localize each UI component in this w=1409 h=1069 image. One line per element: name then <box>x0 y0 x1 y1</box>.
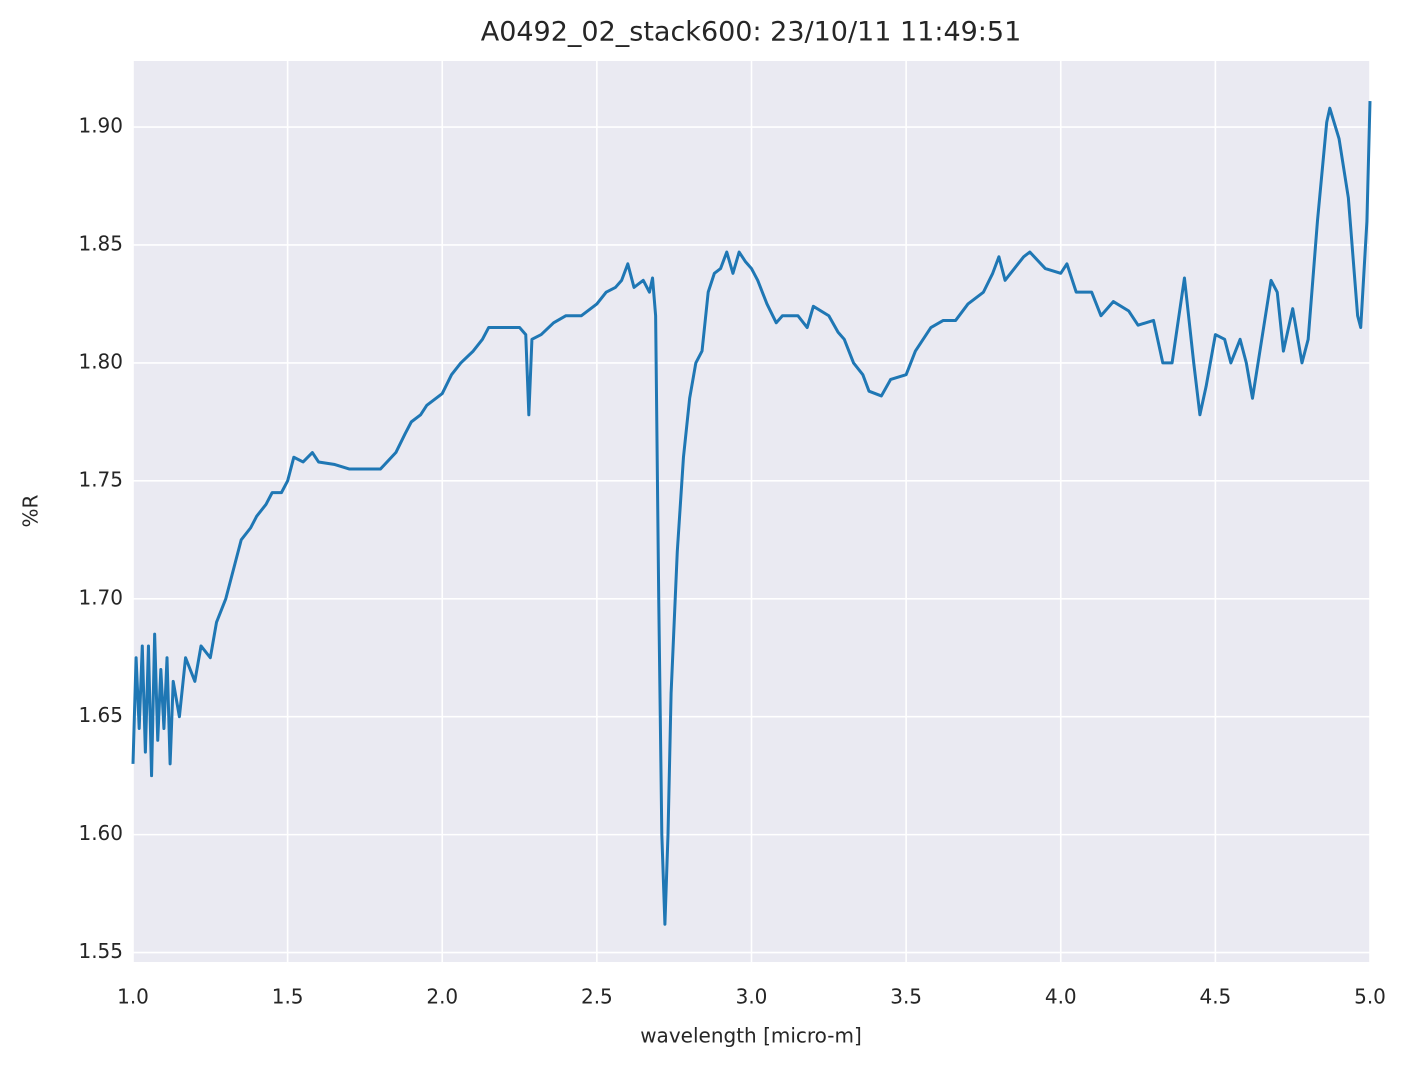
y-tick-label: 1.80 <box>78 349 123 373</box>
y-tick-label: 1.90 <box>78 114 123 138</box>
x-tick-label: 5.0 <box>1354 985 1386 1009</box>
x-tick-label: 4.5 <box>1199 985 1231 1009</box>
y-tick-label: 1.60 <box>78 821 123 845</box>
x-axis-label: wavelength [micro-m] <box>640 1024 862 1048</box>
x-tick-label: 1.0 <box>117 985 149 1009</box>
x-tick-label: 1.5 <box>272 985 304 1009</box>
x-tick-label: 2.5 <box>581 985 613 1009</box>
chart-title: A0492_02_stack600: 23/10/11 11:49:51 <box>481 17 1022 48</box>
y-axis-label: %R <box>19 494 43 527</box>
y-tick-label: 1.85 <box>78 231 123 255</box>
x-tick-label: 3.5 <box>890 985 922 1009</box>
x-tick-label: 2.0 <box>426 985 458 1009</box>
y-tick-label: 1.75 <box>78 467 123 491</box>
y-tick-label: 1.65 <box>78 703 123 727</box>
x-tick-label: 4.0 <box>1045 985 1077 1009</box>
y-tick-label: 1.55 <box>78 939 123 963</box>
data-line <box>131 101 1372 926</box>
x-tick-label: 3.0 <box>736 985 768 1009</box>
y-tick-label: 1.70 <box>78 585 123 609</box>
